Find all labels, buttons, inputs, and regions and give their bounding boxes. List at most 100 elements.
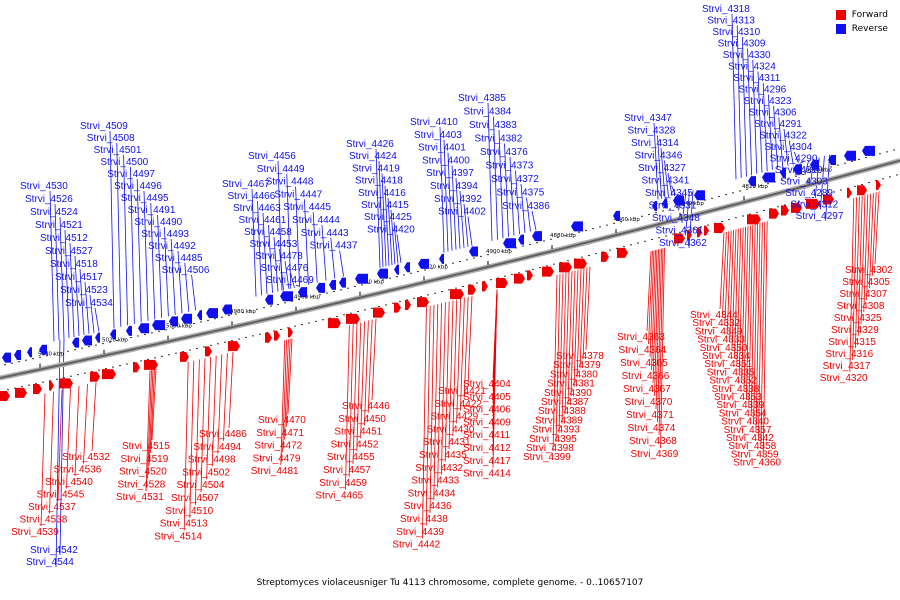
forward-gene-label[interactable]: Strvi_4399	[523, 452, 571, 463]
forward-gene-label[interactable]: Strvi_4364	[619, 345, 667, 356]
forward-gene-label[interactable]: Strvi_4442	[392, 540, 440, 551]
reverse-gene-label[interactable]: Strvi_4463	[233, 203, 281, 214]
forward-gene-label[interactable]: Strvi_4405	[463, 392, 511, 403]
reverse-gene-label[interactable]: Strvi_4490	[134, 217, 182, 228]
forward-gene-label[interactable]: Strvi_4434	[408, 488, 456, 499]
forward-gene-label[interactable]: Strvi_4502	[182, 467, 230, 478]
forward-gene-label[interactable]: Strvi_4528	[118, 479, 166, 490]
reverse-gene-label[interactable]: Strvi_4304	[764, 142, 812, 153]
forward-gene-label[interactable]: Strvi_4340	[721, 417, 769, 428]
forward-gene-label[interactable]: Strvi_4398	[526, 443, 574, 454]
forward-gene-label[interactable]: Strvi_4387	[541, 397, 589, 408]
forward-gene-label[interactable]: Strvi_4316	[825, 349, 873, 360]
forward-gene-label[interactable]: Strvi_4452	[331, 439, 379, 450]
reverse-gene-label[interactable]: Strvi_4306	[749, 108, 797, 119]
forward-gene-label[interactable]: Strvi_4531	[116, 492, 164, 503]
forward-gene-label[interactable]: Strvi_4433	[411, 476, 459, 487]
reverse-gene-label[interactable]: Strvi_4382	[475, 134, 523, 145]
reverse-gene-label[interactable]: Strvi_4420	[367, 224, 415, 235]
reverse-gene-label[interactable]: Strvi_4322	[759, 131, 807, 142]
reverse-gene-label[interactable]: Strvi_4303	[780, 177, 828, 188]
forward-gene-label[interactable]: Strvi_4471	[256, 428, 304, 439]
reverse-gene-label[interactable]: Strvi_4386	[502, 201, 550, 212]
forward-gene-label[interactable]: Strvi_4431	[423, 437, 471, 448]
forward-gene-label[interactable]: Strvi_4504	[177, 480, 225, 491]
reverse-gene-label[interactable]: Strvi_4524	[30, 207, 78, 218]
forward-gene-label[interactable]: Strvi_4520	[119, 467, 167, 478]
gene-labels[interactable]: Strvi_4318Strvi_4313Strvi_4310Strvi_4309…	[11, 4, 893, 568]
forward-gene-label[interactable]: Strvi_4409	[463, 417, 511, 428]
forward-gene-label[interactable]: Strvi_4455	[327, 452, 375, 463]
reverse-gene-label[interactable]: Strvi_4361	[656, 226, 704, 237]
forward-gene-label[interactable]: Strvi_4370	[625, 397, 673, 408]
forward-gene-label[interactable]: Strvi_4540	[45, 477, 93, 488]
reverse-gene-label[interactable]: Strvi_4312	[790, 200, 838, 211]
forward-gene-label[interactable]: Strvi_4359	[731, 449, 779, 460]
reverse-gene-label[interactable]: Strvi_4347	[624, 113, 672, 124]
reverse-gene-label[interactable]: Strvi_4385	[458, 93, 506, 104]
reverse-gene-label[interactable]: Strvi_4403	[414, 130, 462, 141]
reverse-gene-label[interactable]: Strvi_4508	[87, 133, 135, 144]
forward-gene-label[interactable]: Strvi_4374	[628, 423, 676, 434]
reverse-gene-label[interactable]: Strvi_4458	[244, 227, 292, 238]
forward-gene-label[interactable]: Strvi_4302	[845, 265, 893, 276]
forward-gene-label[interactable]: Strvi_4305	[842, 277, 890, 288]
reverse-gene-label[interactable]: Strvi_4311	[733, 73, 781, 84]
forward-gene-label[interactable]: Strvi_4351	[704, 359, 752, 370]
forward-gene-label[interactable]: Strvi_4429	[430, 412, 478, 423]
reverse-gene-label[interactable]: Strvi_4467	[222, 179, 270, 190]
forward-gene-label[interactable]: Strvi_4432	[415, 463, 463, 474]
reverse-gene-label[interactable]: Strvi_4521	[35, 220, 83, 231]
forward-gene-label[interactable]: Strvi_4479	[253, 453, 301, 464]
reverse-gene-label[interactable]: Strvi_4509	[80, 121, 128, 132]
forward-gene-label[interactable]: Strvi_4369	[631, 449, 679, 460]
forward-gene-label[interactable]: Strvi_4545	[37, 490, 85, 501]
forward-gene-label[interactable]: Strvi_4507	[171, 493, 219, 504]
reverse-gene-label[interactable]: Strvi_4394	[430, 181, 478, 192]
reverse-gene-label[interactable]: Strvi_4401	[418, 143, 466, 154]
reverse-gene-label[interactable]: Strvi_4318	[702, 4, 750, 15]
reverse-gene-label[interactable]: Strvi_4331	[649, 201, 697, 212]
reverse-gene-label[interactable]: Strvi_4453	[250, 239, 298, 250]
forward-gene-label[interactable]: Strvi_4390	[544, 388, 592, 399]
reverse-gene-label[interactable]: Strvi_4328	[628, 126, 676, 137]
reverse-gene-label[interactable]: Strvi_4296	[738, 85, 786, 96]
reverse-gene-label[interactable]: Strvi_4290	[770, 154, 818, 165]
forward-gene-label[interactable]: Strvi_4439	[396, 527, 444, 538]
forward-gene-label[interactable]: Strvi_4430	[427, 424, 475, 435]
forward-gene-label[interactable]: Strvi_4450	[338, 414, 386, 425]
reverse-gene-label[interactable]: Strvi_4485	[155, 253, 203, 264]
reverse-gene-label[interactable]: Strvi_4517	[55, 272, 103, 283]
forward-gene-label[interactable]: Strvi_4329	[831, 325, 879, 336]
reverse-gene-label[interactable]: Strvi_4419	[352, 163, 400, 174]
forward-gene-label[interactable]: Strvi_4379	[553, 360, 601, 371]
forward-gene-label[interactable]: Strvi_4459	[319, 478, 367, 489]
reverse-gene-label[interactable]: Strvi_4425	[364, 212, 412, 223]
forward-gene-label[interactable]: Strvi_4357	[724, 425, 772, 436]
forward-gene-label[interactable]: Strvi_4378	[556, 351, 604, 362]
reverse-gene-label[interactable]: Strvi_4491	[128, 205, 176, 216]
forward-gene-label[interactable]: Strvi_4344	[690, 310, 738, 321]
reverse-gene-label[interactable]: Strvi_4512	[40, 233, 88, 244]
forward-gene-label[interactable]: Strvi_4308	[837, 301, 885, 312]
reverse-gene-label[interactable]: Strvi_4456	[248, 151, 296, 162]
reverse-gene-label[interactable]: Strvi_4383	[469, 120, 517, 131]
forward-gene-label[interactable]: Strvi_4342	[726, 433, 774, 444]
reverse-gene-label[interactable]: Strvi_4314	[631, 138, 679, 149]
forward-gene-label[interactable]: Strvi_4363	[617, 332, 665, 343]
reverse-gene-label[interactable]: Strvi_4310	[712, 27, 760, 38]
forward-gene-label[interactable]: Strvi_4406	[463, 405, 511, 416]
reverse-gene-label[interactable]: Strvi_4424	[349, 151, 397, 162]
forward-gene-label[interactable]: Strvi_4510	[165, 506, 213, 517]
reverse-gene-label[interactable]: Strvi_4313	[707, 16, 755, 27]
forward-gene-label[interactable]: Strvi_4514	[154, 531, 202, 542]
reverse-gene-label[interactable]: Strvi_4330	[723, 50, 771, 61]
reverse-gene-label[interactable]: Strvi_4373	[486, 161, 534, 172]
forward-gene-label[interactable]: Strvi_4465	[315, 491, 363, 502]
reverse-gene-label[interactable]: Strvi_4542	[30, 545, 78, 556]
reverse-gene-label[interactable]: Strvi_4478	[255, 251, 303, 262]
forward-gene-label[interactable]: Strvi_4335	[707, 367, 755, 378]
forward-gene-label[interactable]: Strvi_4315	[828, 337, 876, 348]
forward-gene-label[interactable]: Strvi_4539	[11, 527, 59, 538]
reverse-gene-label[interactable]: Strvi_4497	[107, 169, 155, 180]
